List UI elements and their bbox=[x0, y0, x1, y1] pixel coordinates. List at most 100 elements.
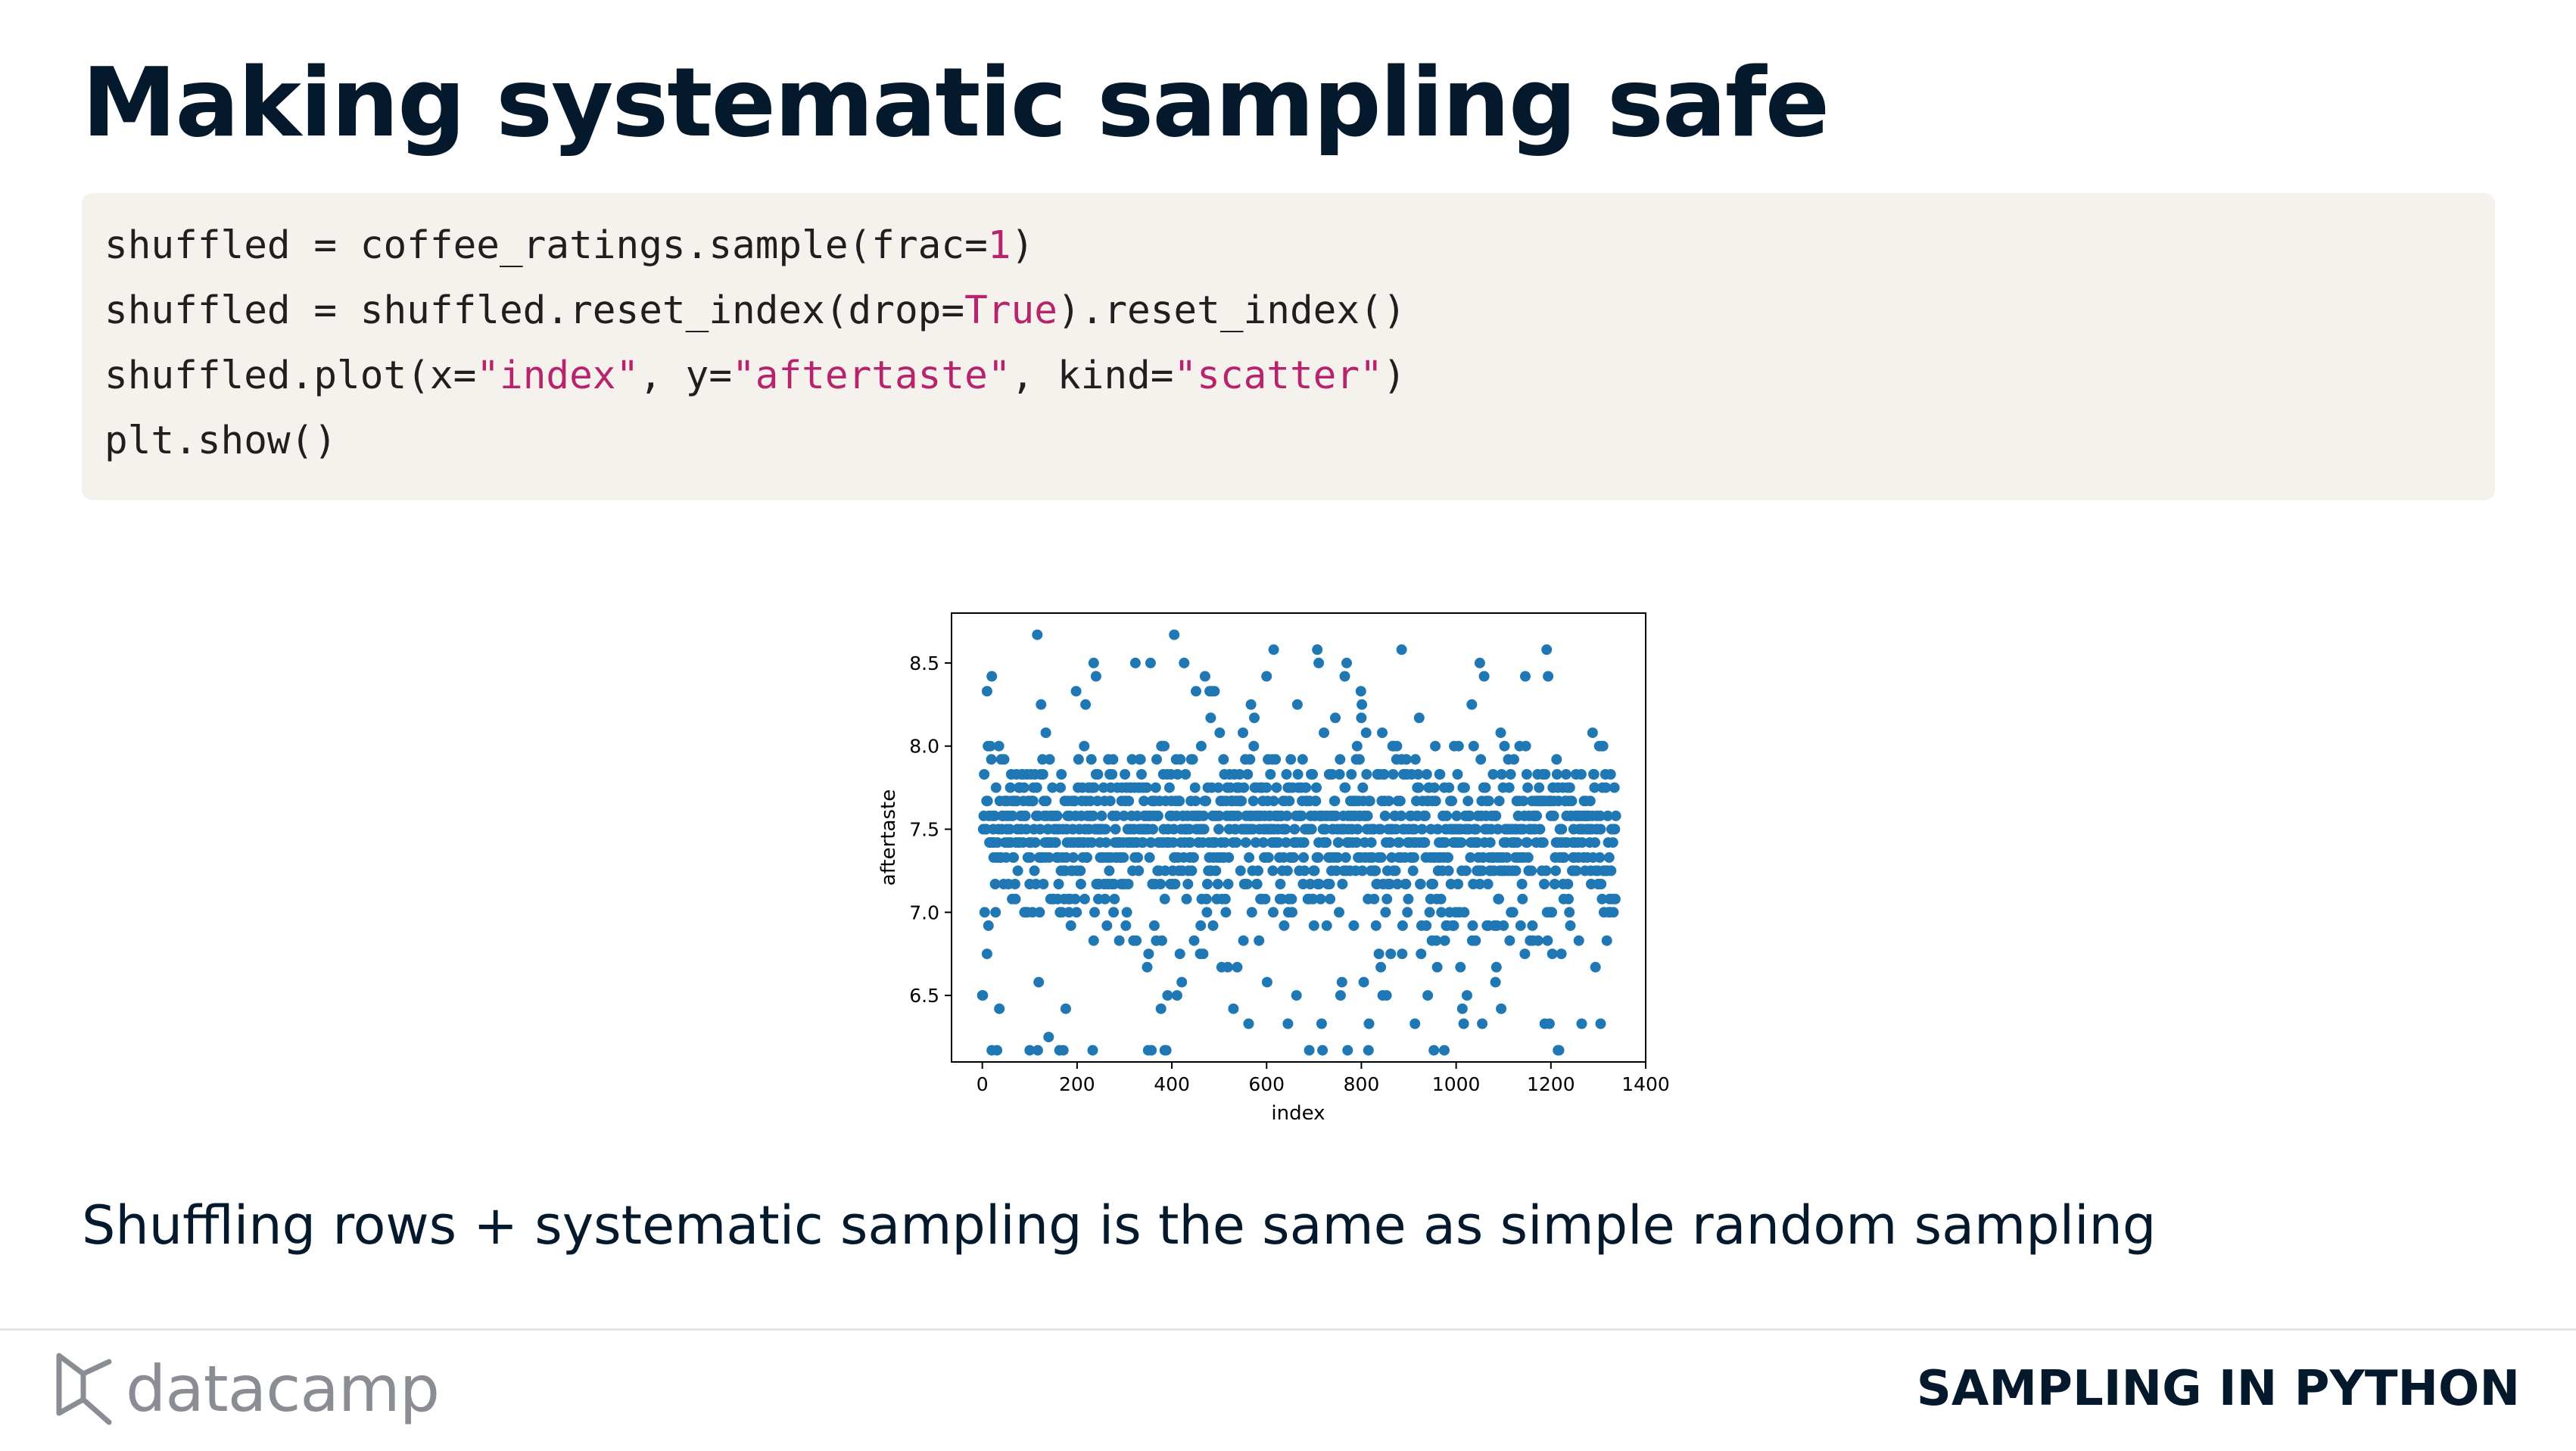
scatter-point bbox=[1363, 1018, 1375, 1029]
scatter-point bbox=[1594, 810, 1606, 821]
scatter-point bbox=[1232, 961, 1243, 973]
scatter-point bbox=[1413, 782, 1425, 793]
scatter-point bbox=[1600, 782, 1612, 793]
scatter-point bbox=[1335, 754, 1346, 765]
scatter-point bbox=[1357, 865, 1368, 877]
scatter-point bbox=[1419, 810, 1431, 821]
scatter-point bbox=[1307, 769, 1318, 780]
scatter-point bbox=[1304, 879, 1316, 889]
scatter-point bbox=[1421, 920, 1432, 931]
scatter-point bbox=[1589, 782, 1600, 793]
scatter-point bbox=[1397, 920, 1408, 931]
scatter-point bbox=[1356, 712, 1367, 724]
code-line: shuffled = shuffled.reset_index(drop=Tru… bbox=[104, 288, 1406, 333]
scatter-point bbox=[1532, 935, 1543, 946]
scatter-point bbox=[1260, 893, 1271, 905]
code-line: shuffled = coffee_ratings.sample(frac=1) bbox=[104, 223, 1034, 268]
scatter-point bbox=[1132, 852, 1143, 863]
scatter-point bbox=[1079, 740, 1090, 752]
scatter-point bbox=[1462, 796, 1474, 807]
scatter-point bbox=[1548, 810, 1559, 821]
scatter-point bbox=[1366, 837, 1377, 848]
scatter-point bbox=[1439, 1045, 1450, 1056]
scatter-point bbox=[1307, 893, 1319, 905]
y-axis-ticks: 6.5 7.0 7.5 8.0 8.5 bbox=[909, 652, 952, 1007]
scatter-point bbox=[1408, 852, 1419, 863]
scatter-point bbox=[1388, 769, 1399, 780]
scatter-point bbox=[1163, 782, 1175, 793]
scatter-point bbox=[1424, 907, 1435, 918]
scatter-point bbox=[1494, 796, 1505, 807]
scatter-point bbox=[1075, 865, 1086, 877]
scatter-point bbox=[1421, 769, 1432, 780]
scatter-point bbox=[1436, 907, 1447, 918]
scatter-point bbox=[1370, 865, 1381, 877]
scatter-point bbox=[1261, 671, 1272, 682]
scatter-point bbox=[1107, 769, 1118, 780]
scatter-point bbox=[1218, 754, 1229, 765]
scatter-point bbox=[1394, 837, 1405, 848]
scatter-point bbox=[1159, 893, 1170, 905]
scatter-point bbox=[1452, 769, 1463, 780]
scatter-point bbox=[1430, 796, 1441, 807]
scatter-point bbox=[1050, 837, 1061, 848]
scatter-point bbox=[1340, 782, 1351, 793]
scatter-point bbox=[1541, 644, 1553, 655]
scatter-point bbox=[1400, 879, 1412, 889]
scatter-point bbox=[1352, 824, 1363, 835]
scatter-point bbox=[1466, 699, 1478, 710]
scatter-point bbox=[1137, 837, 1148, 848]
scatter-point bbox=[1285, 754, 1297, 765]
scatter-point bbox=[1370, 920, 1381, 931]
scatter-point bbox=[1020, 824, 1032, 835]
scatter-point bbox=[1308, 920, 1319, 931]
scatter-point bbox=[1609, 893, 1621, 905]
scatter-point bbox=[1201, 796, 1212, 807]
scatter-point bbox=[1090, 671, 1101, 682]
scatter-point bbox=[982, 796, 993, 807]
scatter-point bbox=[1152, 810, 1163, 821]
scatter-point bbox=[1034, 907, 1045, 918]
scatter-point bbox=[1553, 1045, 1564, 1056]
scatter-point bbox=[1607, 837, 1618, 848]
scatter-point bbox=[1444, 782, 1455, 793]
scatter-point bbox=[1070, 893, 1081, 905]
scatter-point bbox=[1270, 754, 1282, 765]
scatter-point bbox=[1010, 893, 1021, 905]
scatter-point bbox=[1057, 1045, 1069, 1056]
scatter-point bbox=[1309, 865, 1320, 877]
scatter-point bbox=[1156, 935, 1167, 946]
scatter-point bbox=[1141, 782, 1152, 793]
scatter-point bbox=[1527, 920, 1538, 931]
scatter-point bbox=[1609, 824, 1621, 835]
scatter-point bbox=[1118, 852, 1129, 863]
scatter-point bbox=[1282, 810, 1293, 821]
scatter-point bbox=[1549, 879, 1560, 889]
scatter-point bbox=[1248, 796, 1259, 807]
scatter-point bbox=[1162, 990, 1173, 1001]
scatter-point bbox=[1605, 769, 1616, 780]
scatter-point bbox=[1413, 769, 1424, 780]
scatter-point bbox=[1174, 948, 1185, 960]
scatter-point bbox=[1190, 796, 1201, 807]
scatter-point bbox=[1334, 907, 1344, 918]
scatter-point bbox=[1123, 796, 1135, 807]
x-axis-label: index bbox=[1271, 1102, 1325, 1125]
scatter-point bbox=[1608, 907, 1619, 918]
scatter-point bbox=[1296, 810, 1307, 821]
scatter-point bbox=[1282, 865, 1293, 877]
scatter-point bbox=[1060, 1003, 1071, 1014]
x-tick-label: 0 bbox=[977, 1073, 989, 1095]
code-text: plt.show() bbox=[104, 419, 338, 463]
scatter-point bbox=[1396, 810, 1406, 821]
scatter-point bbox=[1043, 852, 1054, 863]
scatter-point bbox=[1151, 754, 1162, 765]
scatter-point bbox=[1254, 935, 1265, 946]
scatter-point bbox=[1051, 810, 1063, 821]
scatter-point bbox=[1329, 796, 1341, 807]
scatter-point bbox=[1195, 920, 1207, 931]
scatter-point bbox=[1518, 796, 1529, 807]
scatter-point bbox=[989, 810, 1000, 821]
scatter-point bbox=[1172, 769, 1183, 780]
scatter-point bbox=[1400, 754, 1412, 765]
